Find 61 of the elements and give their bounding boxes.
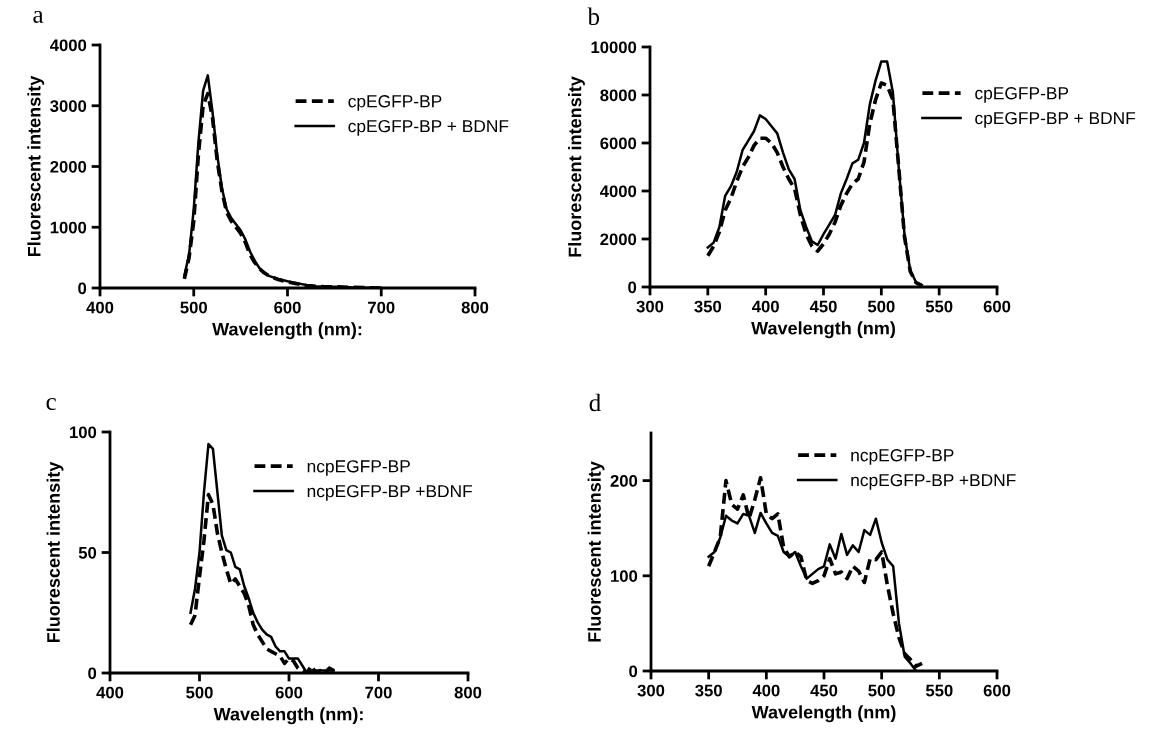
x-tick-label: 600 bbox=[983, 300, 1011, 313]
chart-title: d bbox=[589, 393, 601, 412]
y-axis-title: Fluorescent intensity bbox=[587, 461, 605, 642]
legend-label: ncpEGFP-BP bbox=[851, 449, 954, 465]
x-axis-title: Wavelength (nm) bbox=[751, 321, 895, 339]
legend-label: cpEGFP-BP bbox=[975, 87, 1069, 103]
legend-label: cpEGFP-BP bbox=[348, 95, 442, 111]
x-tick-label: 600 bbox=[983, 684, 1011, 697]
x-tick-label: 450 bbox=[809, 300, 837, 313]
legend-label: cpEGFP-BP + BDNF bbox=[348, 119, 509, 136]
y-tick-label: 50 bbox=[78, 546, 97, 559]
y-tick-label: 6000 bbox=[600, 137, 637, 150]
y-tick-label: 2000 bbox=[50, 160, 87, 173]
x-tick-label: 800 bbox=[454, 686, 482, 699]
y-tick-label: 3000 bbox=[50, 100, 87, 112]
chart-title: a bbox=[33, 10, 44, 23]
x-axis-title: Wavelength (nm): bbox=[213, 707, 363, 725]
x-tick-label: 300 bbox=[636, 300, 664, 313]
y-tick-label: 2000 bbox=[600, 233, 637, 246]
y-tick-label: 10000 bbox=[591, 41, 637, 54]
x-tick-label: 700 bbox=[365, 686, 392, 699]
x-tick-label: 400 bbox=[96, 686, 124, 699]
legend-label: ncpEGFP-BP +BDNF bbox=[307, 485, 473, 501]
chart-title: b bbox=[587, 7, 600, 26]
y-tick-label: 1000 bbox=[50, 221, 87, 234]
y-axis-title: Fluorescent intensity bbox=[27, 75, 45, 257]
x-tick-label: 800 bbox=[461, 301, 489, 314]
y-tick-label: 0 bbox=[629, 665, 638, 678]
y-tick-label: 100 bbox=[611, 570, 638, 582]
y-tick-label: 0 bbox=[628, 281, 637, 294]
x-tick-label: 300 bbox=[637, 684, 665, 697]
x-tick-label: 600 bbox=[275, 686, 303, 699]
y-tick-label: 8000 bbox=[600, 89, 637, 102]
x-tick-label: 400 bbox=[752, 300, 779, 313]
x-axis-title: Wavelength (nm): bbox=[212, 322, 362, 340]
y-tick-label: 4000 bbox=[49, 39, 87, 52]
x-tick-label: 500 bbox=[867, 300, 895, 313]
legend-label: ncpEGFP-BP +BDNF bbox=[851, 473, 1016, 490]
x-tick-label: 350 bbox=[695, 684, 722, 697]
x-tick-label: 500 bbox=[180, 301, 207, 314]
x-tick-label: 450 bbox=[810, 684, 838, 697]
x-tick-label: 500 bbox=[868, 684, 895, 697]
x-tick-label: 600 bbox=[274, 301, 301, 314]
x-tick-label: 550 bbox=[925, 684, 953, 697]
x-tick-label: 700 bbox=[368, 301, 395, 314]
chart-title: c bbox=[46, 398, 56, 411]
y-tick-label: 100 bbox=[70, 426, 97, 439]
legend-label: ncpEGFP-BP bbox=[307, 460, 410, 476]
y-tick-label: 200 bbox=[610, 475, 638, 487]
y-tick-label: 0 bbox=[88, 667, 97, 680]
y-axis-title: Fluorescent intensity bbox=[568, 76, 585, 257]
x-axis-title: Wavelength (nm) bbox=[751, 705, 896, 723]
x-tick-label: 500 bbox=[186, 686, 213, 699]
y-tick-label: 0 bbox=[78, 282, 87, 295]
x-tick-label: 400 bbox=[752, 684, 780, 697]
y-tick-label: 4000 bbox=[599, 185, 637, 198]
y-axis-title: Fluorescent intensity bbox=[46, 461, 64, 643]
x-tick-label: 400 bbox=[86, 301, 114, 314]
legend-label: cpEGFP-BP + BDNF bbox=[975, 111, 1136, 128]
x-tick-label: 350 bbox=[694, 300, 722, 313]
x-tick-label: 550 bbox=[925, 300, 953, 313]
